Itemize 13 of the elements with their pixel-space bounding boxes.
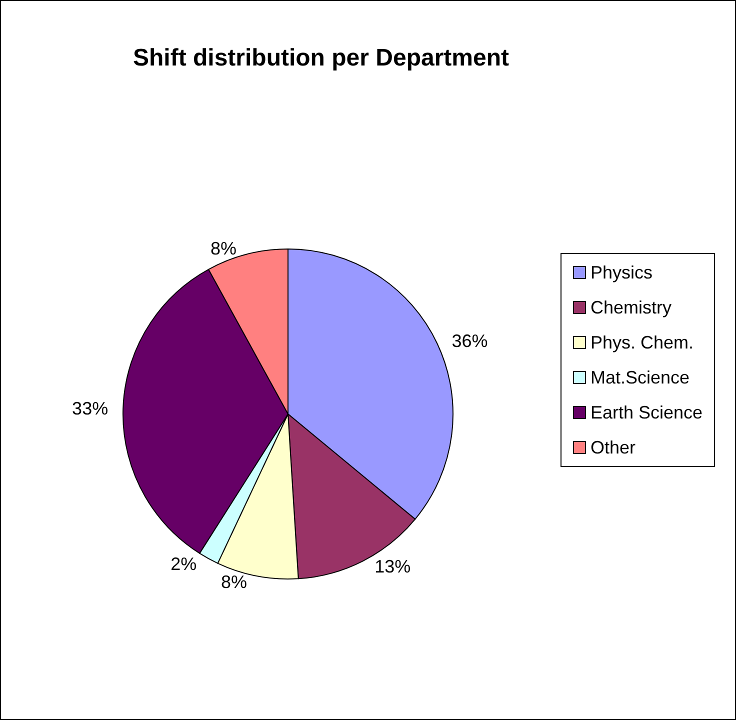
legend-label: Other (590, 438, 636, 458)
chart-title: Shift distribution per Department (132, 44, 510, 72)
data-label: 36% (452, 331, 488, 352)
legend-label: Phys. Chem. (590, 332, 694, 352)
data-label: 33% (72, 398, 108, 419)
data-label: 13% (374, 556, 411, 576)
data-label: 2% (170, 554, 197, 574)
data-label: 8% (220, 572, 247, 592)
legend-label: Physics (590, 262, 653, 282)
data-label: 8% (210, 238, 236, 258)
legend-label: Chemistry (590, 298, 672, 318)
legend-label: Mat.Science (590, 368, 690, 388)
legend-label: Earth Science (590, 402, 703, 422)
